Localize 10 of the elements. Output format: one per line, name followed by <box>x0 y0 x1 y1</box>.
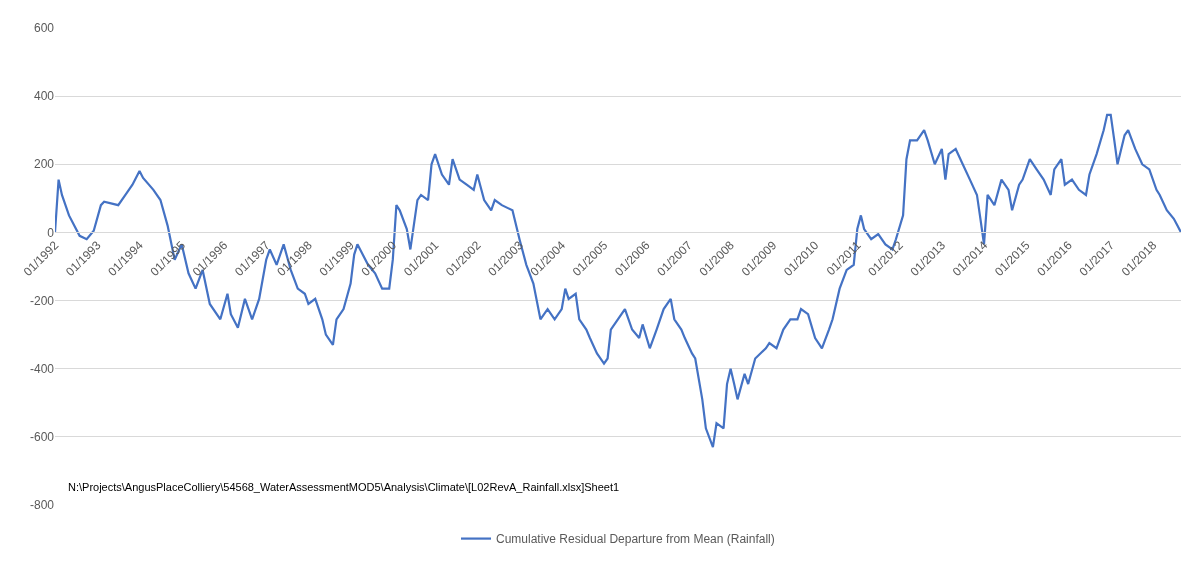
y-tick-label: -400 <box>29 361 55 376</box>
annotation: N:\Projects\AngusPlaceColliery\54568_WaterAssessmentMOD5\Analysis\Climate\[L02RevA_Rainfall.xlsx]Sheet1 <box>68 481 620 493</box>
y-tick-label: 0 <box>47 225 55 240</box>
y-tick-label: -200 <box>29 293 55 308</box>
y-tick-label: 400 <box>33 89 55 104</box>
y-tick-label: -600 <box>29 430 55 445</box>
legend-label: Cumulative Residual Departure from Mean (Rainfall) <box>496 532 775 547</box>
y-tick-label: -800 <box>29 498 55 513</box>
y-tick-label: 200 <box>33 157 55 172</box>
y-tick-label: 600 <box>33 21 55 36</box>
